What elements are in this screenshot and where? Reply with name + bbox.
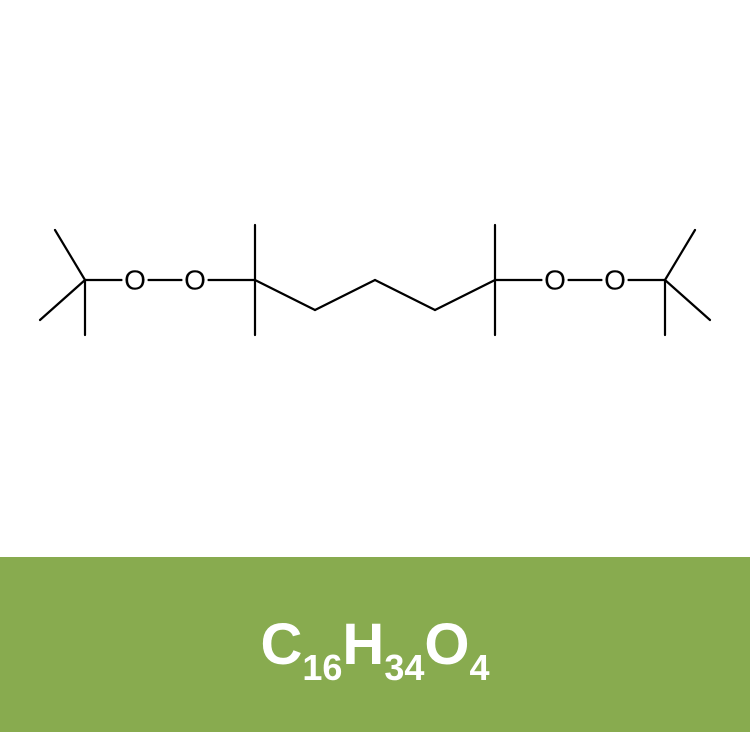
bond	[255, 280, 315, 310]
formula-subscript: 16	[302, 647, 342, 688]
atom-label: O	[604, 265, 626, 296]
atom-label: O	[124, 265, 146, 296]
bond	[315, 280, 375, 310]
bond	[435, 280, 495, 310]
formula-subscript: 34	[384, 647, 424, 688]
bond	[665, 230, 695, 280]
formula-element: H	[342, 612, 384, 677]
bond	[55, 230, 85, 280]
formula-subscript: 4	[469, 647, 489, 688]
formula-element: C	[260, 612, 302, 677]
molecular-formula: C16H34O4	[260, 611, 489, 678]
atom-label: O	[184, 265, 206, 296]
bond	[40, 280, 85, 320]
formula-band: C16H34O4	[0, 557, 750, 732]
bond	[375, 280, 435, 310]
formula-element: O	[424, 612, 469, 677]
structure-area: OOOO	[0, 0, 750, 557]
atom-label: O	[544, 265, 566, 296]
molecule-diagram: OOOO	[0, 0, 750, 557]
bond	[665, 280, 710, 320]
